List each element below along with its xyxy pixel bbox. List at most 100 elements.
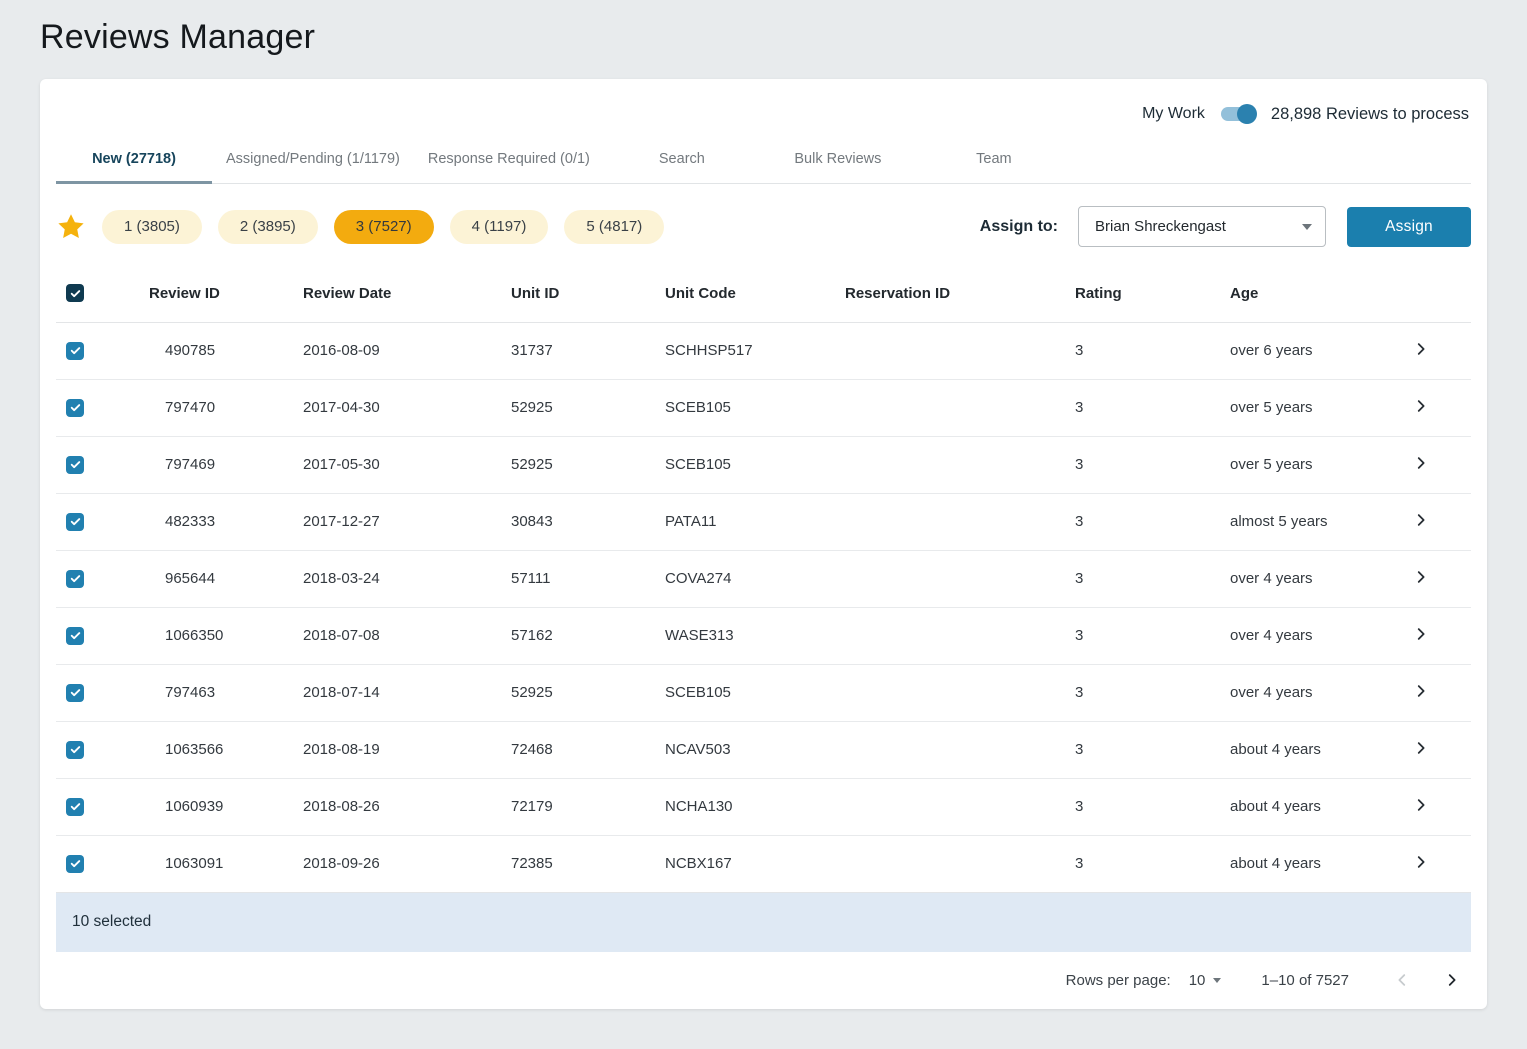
cell-review-date: 2018-07-14 [303, 664, 511, 722]
cell-reservation-id [845, 778, 1075, 836]
cell-rating: 3 [1075, 322, 1230, 380]
row-checkbox[interactable] [66, 797, 84, 816]
rows-per-page-value: 10 [1188, 971, 1206, 989]
table-row: 797470 2017-04-30 52925 SCEB105 3 over 5… [56, 379, 1471, 437]
cell-unit-code: SCEB105 [665, 436, 845, 494]
row-checkbox[interactable] [66, 740, 84, 759]
cell-rating: 3 [1075, 664, 1230, 722]
tab-new-27718[interactable]: New (27718) [56, 137, 212, 184]
table-row: 1066350 2018-07-08 57162 WASE313 3 over … [56, 607, 1471, 665]
cell-age: over 4 years [1230, 607, 1400, 665]
cell-reservation-id [845, 379, 1075, 437]
chevron-right-icon[interactable] [1412, 340, 1430, 358]
cell-unit-id: 72179 [511, 778, 665, 836]
table-row: 965644 2018-03-24 57111 COVA274 3 over 4… [56, 550, 1471, 608]
cell-unit-id: 72468 [511, 721, 665, 779]
rows-per-page-select[interactable]: 10 [1189, 972, 1222, 989]
row-checkbox[interactable] [66, 398, 84, 417]
chevron-down-icon [1302, 223, 1312, 230]
cell-review-date: 2018-08-26 [303, 778, 511, 836]
tab-team[interactable]: Team [976, 151, 1012, 167]
reviews-card: My Work 28,898 Reviews to process New (2… [40, 79, 1487, 1009]
table-body: 490785 2016-08-09 31737 SCHHSP517 3 over… [56, 322, 1471, 893]
cell-review-id: 1066350 [149, 607, 303, 665]
pagination: Rows per page: 10 1–10 of 7527 [56, 952, 1471, 1009]
cell-rating: 3 [1075, 778, 1230, 836]
cell-review-id: 1060939 [149, 778, 303, 836]
cell-rating: 3 [1075, 721, 1230, 779]
my-work-toggle[interactable] [1219, 103, 1257, 125]
tabs: New (27718) Assigned/Pending (1/1179) Resp… [56, 131, 1471, 184]
cell-rating: 3 [1075, 835, 1230, 893]
tab-assigned-pending-1-1179[interactable]: Assigned/Pending (1/1179) [226, 151, 400, 167]
cell-review-date: 2018-09-26 [303, 835, 511, 893]
cell-unit-id: 52925 [511, 379, 665, 437]
my-work-label: My Work [1142, 105, 1205, 122]
chevron-right-icon[interactable] [1412, 397, 1430, 415]
reviews-to-process-count: 28,898 Reviews to process [1270, 104, 1469, 123]
cell-reservation-id [845, 835, 1075, 893]
cell-unit-code: NCBX167 [665, 835, 845, 893]
rows-per-page-label: Rows per page: [1065, 971, 1171, 989]
chevron-right-icon[interactable] [1412, 568, 1430, 586]
chevron-down-icon [1213, 977, 1222, 983]
cell-unit-id: 30843 [511, 493, 665, 551]
reviews-table: Review ID Review Date Unit ID Unit Code … [56, 265, 1471, 893]
assign-group: Assign to: Brian Shreckengast Assign [980, 206, 1471, 247]
chevron-right-icon[interactable] [1412, 853, 1430, 871]
assignee-selected-value: Brian Shreckengast [1095, 218, 1226, 235]
row-checkbox[interactable] [66, 854, 84, 873]
cell-age: over 5 years [1230, 379, 1400, 437]
cell-unit-id: 57162 [511, 607, 665, 665]
star-filter-chip-4[interactable]: 4 (1197) [449, 209, 549, 244]
next-page-button[interactable] [1443, 971, 1461, 989]
cell-unit-code: NCAV503 [665, 721, 845, 779]
chevron-right-icon[interactable] [1412, 454, 1430, 472]
cell-rating: 3 [1075, 550, 1230, 608]
chevron-right-icon[interactable] [1412, 739, 1430, 757]
row-checkbox[interactable] [66, 683, 84, 702]
col-unit-id: Unit ID [511, 265, 665, 323]
chevron-right-icon[interactable] [1412, 796, 1430, 814]
cell-review-date: 2017-12-27 [303, 493, 511, 551]
row-checkbox[interactable] [66, 341, 84, 360]
chevron-right-icon[interactable] [1412, 511, 1430, 529]
row-checkbox[interactable] [66, 626, 84, 645]
cell-reservation-id [845, 550, 1075, 608]
cell-unit-code: SCEB105 [665, 379, 845, 437]
selected-count: 10 selected [72, 913, 152, 930]
tab-search[interactable]: Search [658, 151, 705, 167]
assign-button[interactable]: Assign [1347, 206, 1471, 247]
star-filter-chip-3[interactable]: 3 (7527) [333, 209, 434, 244]
star-filter-chip-1[interactable]: 1 (3805) [102, 209, 202, 244]
page-range: 1–10 of 7527 [1261, 971, 1349, 989]
row-checkbox[interactable] [66, 569, 84, 588]
selection-status-bar: 10 selected [56, 892, 1471, 952]
assignee-select[interactable]: Brian Shreckengast [1078, 206, 1326, 247]
cell-unit-code: WASE313 [665, 607, 845, 665]
cell-rating: 3 [1075, 607, 1230, 665]
cell-review-date: 2018-03-24 [303, 550, 511, 608]
star-icon [56, 212, 86, 242]
cell-age: over 4 years [1230, 550, 1400, 608]
star-filter-chip-2[interactable]: 2 (3895) [217, 209, 318, 244]
star-filter-chip-5[interactable]: 5 (4817) [564, 209, 665, 244]
cell-age: over 5 years [1230, 436, 1400, 494]
prev-page-button[interactable] [1393, 971, 1411, 989]
row-checkbox[interactable] [66, 512, 84, 531]
cell-reservation-id [845, 721, 1075, 779]
cell-review-date: 2018-07-08 [303, 607, 511, 665]
chevron-right-icon[interactable] [1412, 682, 1430, 700]
chevron-right-icon[interactable] [1412, 625, 1430, 643]
cell-review-date: 2017-05-30 [303, 436, 511, 494]
cell-reservation-id [845, 436, 1075, 494]
select-all-checkbox[interactable] [66, 284, 84, 303]
toggle-thumb [1236, 104, 1257, 124]
cell-review-id: 490785 [149, 322, 303, 380]
cell-review-id: 797463 [149, 664, 303, 722]
tab-bulk-reviews[interactable]: Bulk Reviews [794, 151, 882, 167]
row-checkbox[interactable] [66, 455, 84, 474]
table-row: 797463 2018-07-14 52925 SCEB105 3 over 4… [56, 664, 1471, 722]
cell-rating: 3 [1075, 493, 1230, 551]
tab-response-required-0-1[interactable]: Response Required (0/1) [427, 151, 590, 167]
